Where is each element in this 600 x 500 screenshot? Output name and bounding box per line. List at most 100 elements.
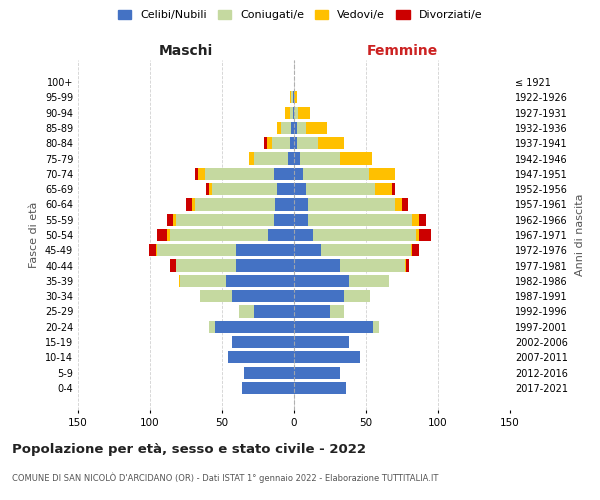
Bar [212, 183, 277, 195]
Bar [194, 168, 197, 180]
Bar [344, 290, 370, 302]
Bar [176, 260, 236, 272]
Bar [294, 260, 340, 272]
Bar [272, 137, 290, 149]
Bar [209, 183, 212, 195]
Bar [228, 352, 294, 364]
Bar [419, 229, 431, 241]
Bar [297, 122, 305, 134]
Legend: Celibi/Nubili, Coniugati/e, Vedovi/e, Divorziati/e: Celibi/Nubili, Coniugati/e, Vedovi/e, Di… [113, 6, 487, 25]
Bar [226, 275, 294, 287]
Bar [215, 320, 294, 333]
Bar [392, 183, 395, 195]
Bar [319, 137, 344, 149]
Text: Femmine: Femmine [367, 44, 437, 58]
Bar [294, 183, 305, 195]
Bar [294, 352, 360, 364]
Bar [205, 168, 274, 180]
Bar [264, 137, 266, 149]
Bar [186, 198, 192, 210]
Bar [305, 122, 327, 134]
Bar [254, 152, 288, 164]
Bar [313, 229, 416, 241]
Bar [170, 260, 176, 272]
Bar [294, 106, 298, 118]
Bar [266, 137, 272, 149]
Y-axis label: Anni di nascita: Anni di nascita [575, 194, 585, 276]
Bar [373, 320, 379, 333]
Bar [419, 214, 427, 226]
Bar [294, 290, 344, 302]
Bar [395, 198, 402, 210]
Bar [302, 168, 369, 180]
Bar [294, 152, 300, 164]
Bar [286, 106, 290, 118]
Bar [170, 229, 268, 241]
Bar [149, 244, 156, 256]
Bar [294, 366, 340, 379]
Bar [294, 91, 297, 104]
Bar [322, 244, 410, 256]
Text: Maschi: Maschi [159, 44, 213, 58]
Bar [277, 183, 294, 195]
Bar [290, 106, 293, 118]
Bar [291, 122, 294, 134]
Bar [157, 244, 236, 256]
Bar [200, 290, 232, 302]
Bar [412, 244, 419, 256]
Bar [406, 260, 409, 272]
Bar [340, 260, 405, 272]
Bar [369, 168, 395, 180]
Bar [405, 260, 406, 272]
Bar [236, 244, 294, 256]
Bar [294, 122, 297, 134]
Bar [290, 137, 294, 149]
Bar [412, 214, 419, 226]
Bar [297, 137, 319, 149]
Bar [180, 275, 226, 287]
Text: Popolazione per età, sesso e stato civile - 2022: Popolazione per età, sesso e stato civil… [12, 442, 366, 456]
Bar [242, 382, 294, 394]
Bar [340, 152, 372, 164]
Bar [308, 214, 412, 226]
Bar [294, 320, 373, 333]
Bar [179, 275, 180, 287]
Bar [232, 336, 294, 348]
Bar [374, 183, 392, 195]
Bar [305, 183, 374, 195]
Bar [156, 244, 157, 256]
Bar [294, 336, 349, 348]
Text: COMUNE DI SAN NICOLÒ D'ARCIDANO (OR) - Dati ISTAT 1° gennaio 2022 - Elaborazione: COMUNE DI SAN NICOLÒ D'ARCIDANO (OR) - D… [12, 472, 439, 483]
Bar [277, 122, 281, 134]
Bar [402, 198, 408, 210]
Bar [173, 214, 176, 226]
Bar [410, 244, 412, 256]
Bar [176, 214, 274, 226]
Bar [308, 198, 395, 210]
Bar [294, 198, 308, 210]
Bar [291, 91, 293, 104]
Bar [157, 229, 167, 241]
Bar [294, 306, 330, 318]
Y-axis label: Fasce di età: Fasce di età [29, 202, 39, 268]
Bar [294, 137, 297, 149]
Bar [330, 306, 344, 318]
Bar [281, 122, 291, 134]
Bar [416, 229, 419, 241]
Bar [293, 91, 294, 104]
Bar [232, 290, 294, 302]
Bar [268, 229, 294, 241]
Bar [167, 214, 173, 226]
Bar [288, 152, 294, 164]
Bar [349, 275, 389, 287]
Bar [294, 275, 349, 287]
Bar [244, 366, 294, 379]
Bar [197, 168, 205, 180]
Bar [274, 214, 294, 226]
Bar [290, 91, 291, 104]
Bar [294, 244, 322, 256]
Bar [194, 198, 275, 210]
Bar [300, 152, 340, 164]
Bar [254, 306, 294, 318]
Bar [236, 260, 294, 272]
